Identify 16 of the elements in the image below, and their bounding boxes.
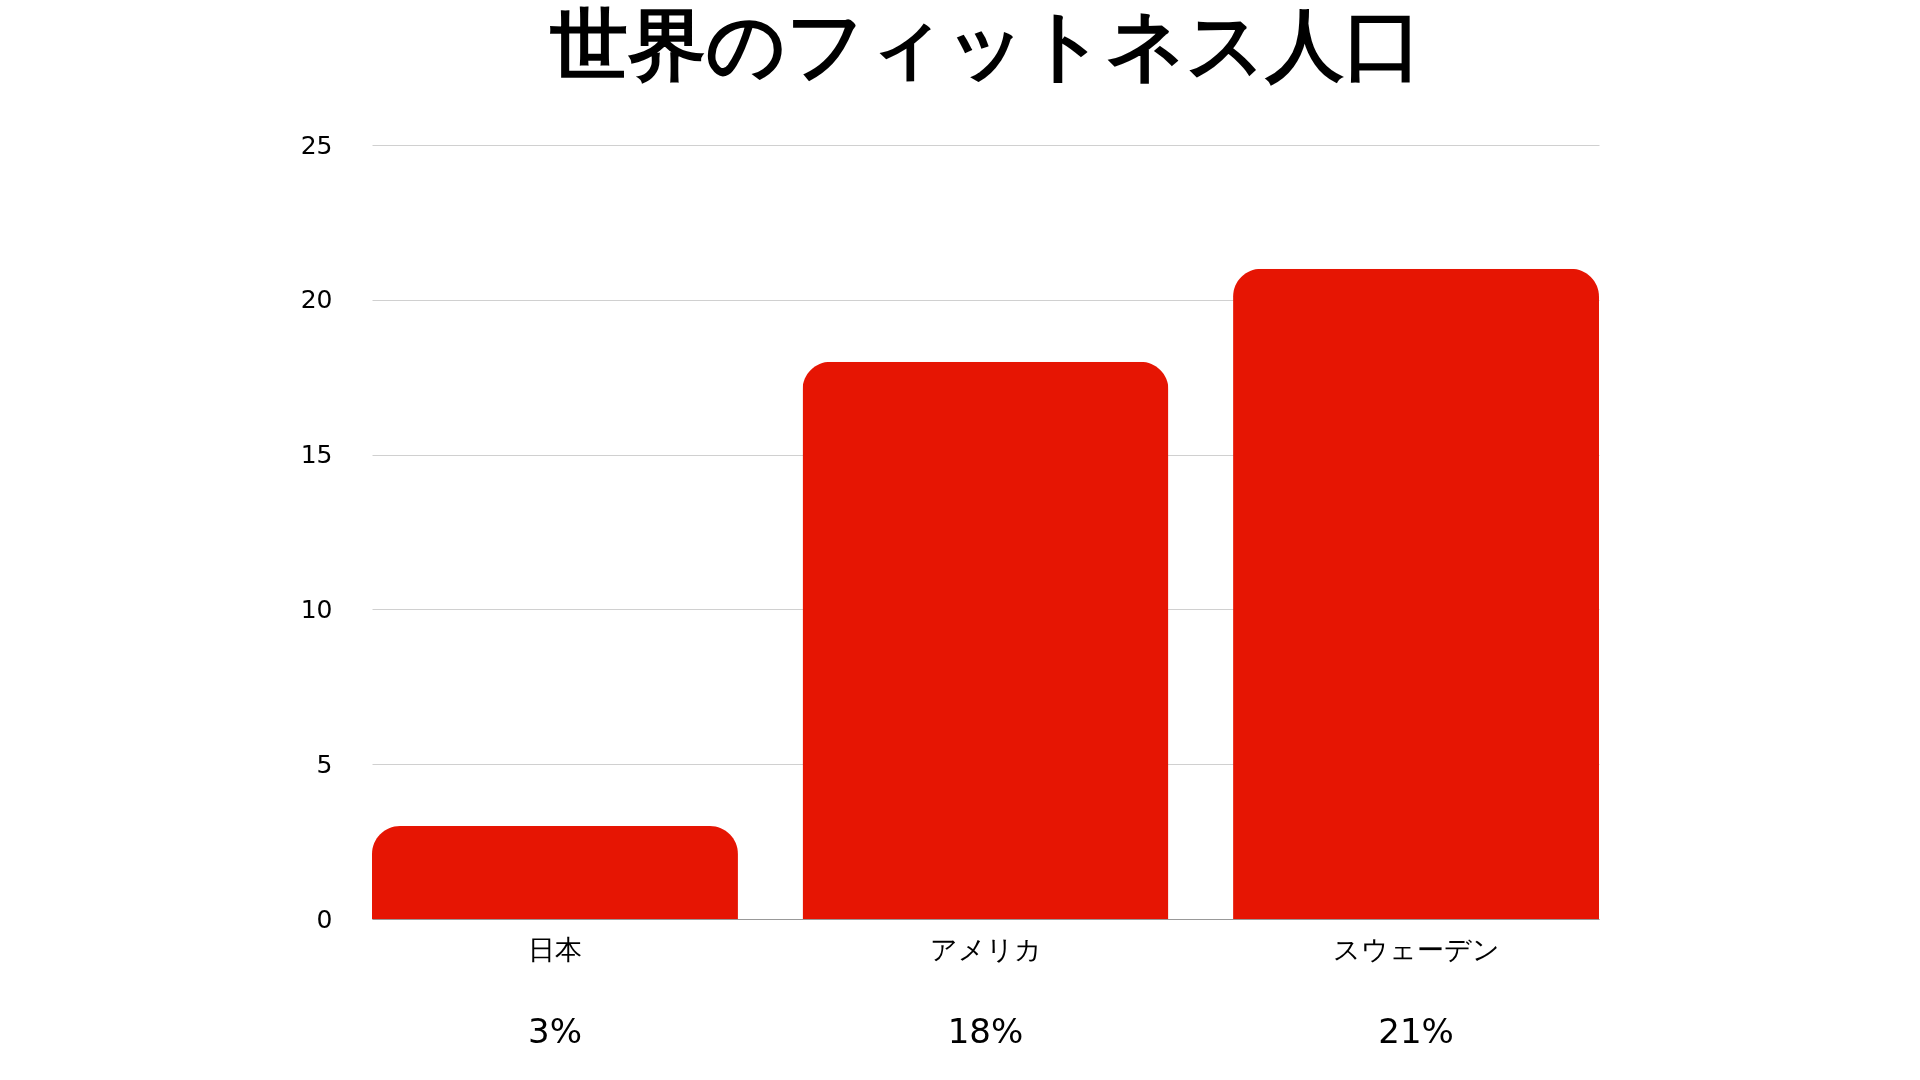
x-tick-label: 日本 [527, 933, 582, 965]
data-label: 21% [1378, 1011, 1454, 1051]
x-tick-label: スウェーデン [1332, 933, 1500, 965]
chart-title: 世界のフィットネス人口 [549, 0, 1422, 90]
y-tick-label: 5 [316, 749, 333, 779]
bar [802, 361, 1169, 919]
y-tick-label: 0 [316, 904, 333, 934]
x-tick-label: アメリカ [929, 933, 1042, 965]
data-label: 3% [528, 1011, 582, 1051]
data-label: 18% [947, 1011, 1024, 1051]
bar [372, 826, 738, 919]
y-tick-label: 15 [300, 440, 333, 470]
y-tick-label: 25 [300, 130, 333, 160]
y-tick-label: 10 [300, 594, 333, 624]
y-tick-label: 20 [300, 285, 333, 315]
bar [1233, 268, 1599, 919]
